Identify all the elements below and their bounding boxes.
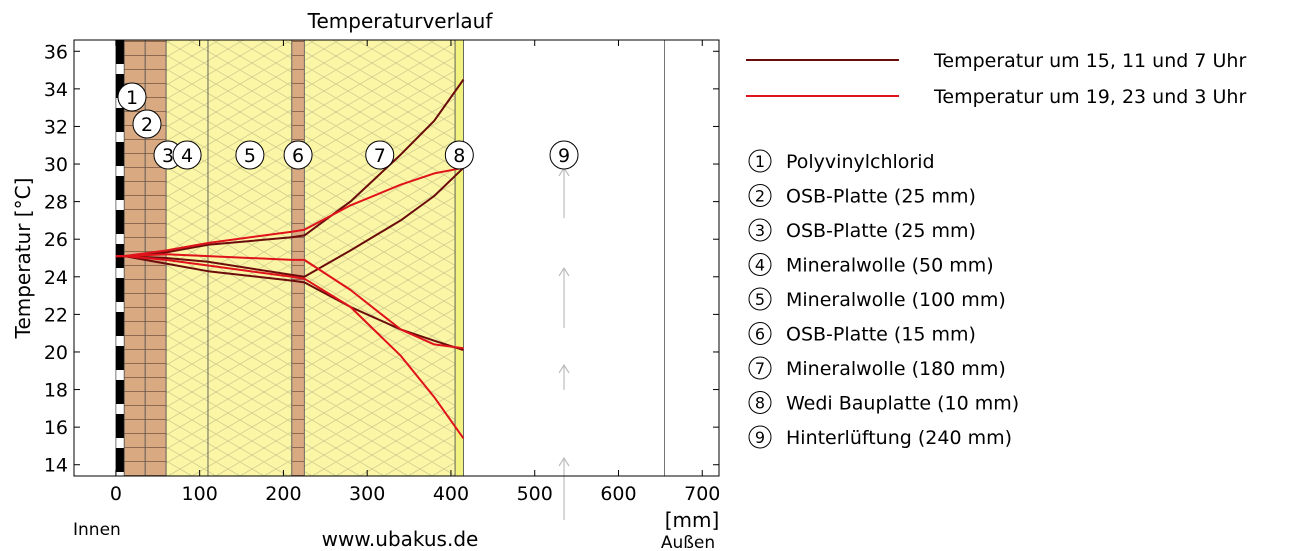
legend-layer-9: 9 Hinterlüftung (240 mm) — [748, 425, 1012, 449]
plot-frame — [73, 39, 720, 477]
x-axis: 0 100 200 300 400 500 600 700 — [110, 40, 720, 505]
layer-marker-6: 6 — [283, 140, 313, 170]
x-tick-label: 400 — [433, 483, 469, 505]
legend-label: Temperatur um 19, 23 und 3 Uhr — [933, 86, 1246, 108]
legend-label: Temperatur um 15, 11 und 7 Uhr — [933, 50, 1246, 72]
legend-layer-5: 5 Mineralwolle (100 mm) — [748, 287, 1006, 311]
svg-text:9: 9 — [755, 428, 765, 447]
legend-layer-1: 1 Polyvinylchlorid — [748, 149, 935, 173]
y-tick-label: 36 — [44, 41, 68, 63]
y-tick-label: 18 — [44, 380, 68, 402]
layer-marker-7: 7 — [365, 140, 395, 170]
svg-text:7: 7 — [755, 359, 765, 378]
legend-layer-label: OSB-Platte (25 mm) — [786, 220, 976, 242]
layer-marker-9: 9 — [549, 140, 579, 170]
svg-text:3: 3 — [162, 145, 174, 167]
svg-text:8: 8 — [755, 394, 765, 413]
x-tick-label: 600 — [600, 483, 636, 505]
y-tick-label: 34 — [44, 79, 68, 101]
legend-series-1: Temperatur um 15, 11 und 7 Uhr — [746, 50, 1246, 72]
layer-marker-2: 2 — [132, 109, 162, 139]
svg-text:5: 5 — [244, 145, 256, 167]
legend-layer-6: 6 OSB-Platte (15 mm) — [748, 322, 976, 346]
svg-text:6: 6 — [292, 145, 304, 167]
svg-text:1: 1 — [755, 152, 765, 171]
legend-layer-label: Mineralwolle (100 mm) — [786, 289, 1006, 311]
y-tick-label: 28 — [44, 192, 68, 214]
layer-marker-8: 8 — [444, 140, 474, 170]
series-1-line-3 — [115, 255, 464, 352]
legend-layer-label: OSB-Platte (15 mm) — [786, 324, 976, 346]
wall-layers — [115, 39, 665, 520]
svg-text:3: 3 — [755, 221, 765, 240]
x-tick-label: 100 — [182, 483, 218, 505]
legend-layer-label: Mineralwolle (50 mm) — [786, 255, 994, 277]
y-tick-label: 20 — [44, 342, 68, 364]
layer-marker-1: 1 — [117, 82, 147, 112]
svg-text:2: 2 — [755, 187, 765, 206]
x-tick-label: 500 — [517, 483, 553, 505]
svg-text:2: 2 — [141, 114, 153, 136]
x-axis-label-inside: Innen — [73, 520, 121, 540]
layer-number-markers: 123 4 5 6 7 8 9 — [117, 82, 579, 170]
source-label: www.ubakus.de — [322, 527, 479, 551]
legend-layer-2: 2 OSB-Platte (25 mm) — [748, 184, 976, 208]
layer-6 — [291, 39, 305, 477]
legend-layer-4: 4 Mineralwolle (50 mm) — [748, 253, 994, 277]
x-axis-unit: [mm] — [665, 508, 720, 532]
legend-layer-label: Polyvinylchlorid — [786, 151, 935, 173]
x-tick-label: 200 — [265, 483, 301, 505]
legend-layer-label: Mineralwolle (180 mm) — [786, 358, 1006, 380]
legend-layer-8: 8 Wedi Bauplatte (10 mm) — [748, 391, 1019, 415]
series-2-line-1 — [115, 166, 464, 258]
svg-text:4: 4 — [755, 256, 765, 275]
chart-title: Temperaturverlauf — [307, 9, 494, 33]
y-tick-label: 24 — [44, 267, 68, 289]
legend-layer-3: 3 OSB-Platte (25 mm) — [748, 218, 976, 242]
legend-layer-label: Hinterlüftung (240 mm) — [786, 427, 1012, 449]
y-tick-label: 30 — [44, 154, 68, 176]
svg-text:1: 1 — [126, 87, 138, 109]
svg-text:4: 4 — [181, 145, 193, 167]
y-tick-label: 32 — [44, 116, 68, 138]
legend-layer-label: Wedi Bauplatte (10 mm) — [786, 393, 1019, 415]
y-tick-label: 22 — [44, 304, 68, 326]
temperature-lines — [115, 78, 465, 439]
legend-series-2: Temperatur um 19, 23 und 3 Uhr — [746, 86, 1246, 108]
y-tick-label: 26 — [44, 229, 68, 251]
legend-layer-label: OSB-Platte (25 mm) — [786, 186, 976, 208]
x-tick-label: 0 — [110, 483, 122, 505]
layer-7 — [303, 39, 456, 477]
legend-layer-7: 7 Mineralwolle (180 mm) — [748, 356, 1006, 380]
y-tick-label: 16 — [44, 417, 68, 439]
series-2-line-2 — [115, 253, 464, 350]
layer-9 — [463, 39, 665, 520]
svg-text:5: 5 — [755, 290, 765, 309]
x-tick-label: 300 — [349, 483, 385, 505]
series-2 — [115, 166, 465, 439]
series-2-line-3 — [115, 255, 465, 439]
x-axis-label-outside: Außen — [661, 533, 715, 551]
layer-8 — [454, 39, 464, 477]
layer-marker-4: 4 — [172, 140, 202, 170]
chart-legend: Temperatur um 15, 11 und 7 Uhr Temperatur… — [746, 50, 1246, 449]
y-tick-label: 14 — [44, 455, 68, 477]
svg-text:7: 7 — [374, 145, 386, 167]
svg-text:8: 8 — [453, 145, 465, 167]
svg-text:6: 6 — [755, 325, 765, 344]
y-axis-label: Temperatur [°C] — [11, 178, 35, 340]
svg-text:9: 9 — [558, 145, 570, 167]
layer-marker-5: 5 — [235, 140, 265, 170]
x-tick-label: 700 — [684, 483, 720, 505]
